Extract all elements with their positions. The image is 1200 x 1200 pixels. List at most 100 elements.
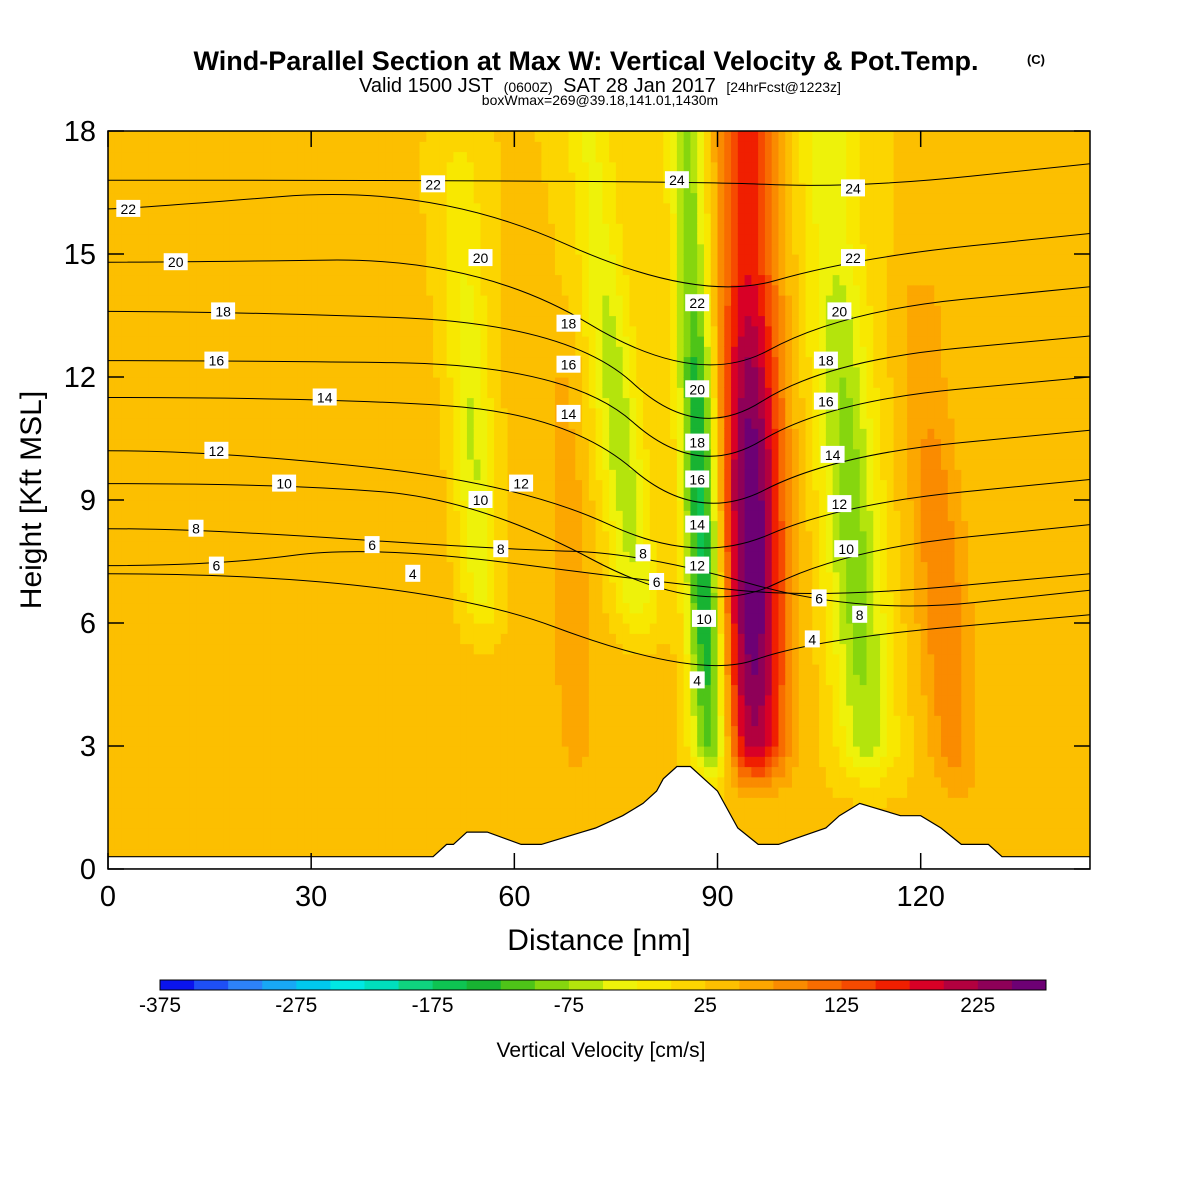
velocity-cell bbox=[270, 797, 278, 809]
velocity-cell bbox=[514, 602, 522, 614]
velocity-cell bbox=[250, 243, 258, 255]
velocity-cell bbox=[494, 715, 502, 727]
velocity-cell bbox=[405, 469, 414, 481]
velocity-cell bbox=[243, 305, 251, 317]
velocity-cell bbox=[439, 202, 448, 214]
velocity-cell bbox=[372, 213, 380, 224]
velocity-cell bbox=[568, 192, 576, 204]
velocity-cell bbox=[561, 161, 570, 173]
velocity-cell bbox=[304, 817, 312, 829]
velocity-cell bbox=[324, 735, 333, 747]
velocity-cell bbox=[290, 264, 299, 276]
velocity-cell bbox=[372, 161, 380, 173]
velocity-cell bbox=[494, 684, 502, 696]
velocity-cell bbox=[494, 592, 502, 604]
velocity-cell bbox=[189, 213, 197, 224]
velocity-cell bbox=[155, 284, 163, 296]
velocity-cell bbox=[121, 161, 129, 173]
velocity-cell bbox=[487, 233, 495, 245]
velocity-cell bbox=[446, 561, 454, 573]
velocity-cell bbox=[399, 746, 407, 757]
velocity-cell bbox=[446, 325, 454, 337]
velocity-cell bbox=[216, 787, 224, 798]
velocity-cell bbox=[256, 274, 265, 286]
velocity-cell bbox=[412, 602, 421, 614]
velocity-cell bbox=[196, 315, 204, 327]
velocity-cell bbox=[365, 571, 373, 583]
velocity-cell bbox=[439, 797, 448, 809]
velocity-cell bbox=[141, 274, 150, 286]
velocity-cell bbox=[351, 664, 360, 675]
velocity-cell bbox=[345, 756, 353, 768]
velocity-cell bbox=[561, 469, 570, 481]
velocity-cell bbox=[527, 725, 536, 737]
velocity-cell bbox=[466, 510, 475, 522]
velocity-cell bbox=[284, 684, 292, 696]
velocity-cell bbox=[284, 653, 292, 665]
velocity-cell bbox=[243, 459, 251, 470]
velocity-cell bbox=[270, 284, 278, 296]
velocity-cell bbox=[135, 346, 143, 358]
velocity-cell bbox=[351, 387, 360, 399]
velocity-cell bbox=[311, 213, 319, 224]
velocity-cell bbox=[575, 807, 583, 819]
velocity-cell bbox=[527, 202, 536, 214]
velocity-cell bbox=[263, 694, 272, 706]
velocity-cell bbox=[189, 705, 197, 716]
velocity-cell bbox=[466, 428, 475, 440]
velocity-cell bbox=[521, 735, 529, 747]
velocity-cell bbox=[426, 653, 434, 665]
velocity-cell bbox=[338, 746, 346, 757]
velocity-cell bbox=[358, 725, 366, 737]
velocity-cell bbox=[202, 407, 211, 419]
velocity-cell bbox=[331, 510, 339, 522]
velocity-cell bbox=[223, 274, 231, 286]
velocity-cell bbox=[202, 336, 211, 347]
velocity-cell bbox=[229, 653, 238, 665]
velocity-cell bbox=[148, 192, 156, 204]
velocity-cell bbox=[392, 817, 400, 829]
velocity-cell bbox=[575, 653, 583, 665]
velocity-cell bbox=[128, 479, 136, 491]
velocity-cell bbox=[256, 202, 265, 214]
velocity-cell bbox=[202, 131, 211, 142]
velocity-cell bbox=[148, 202, 156, 214]
velocity-cell bbox=[223, 387, 231, 399]
velocity-cell bbox=[548, 633, 556, 645]
velocity-cell bbox=[223, 612, 231, 624]
velocity-cell bbox=[297, 541, 305, 552]
velocity-cell bbox=[229, 746, 238, 757]
velocity-cell bbox=[494, 530, 502, 542]
velocity-cell bbox=[202, 213, 211, 224]
velocity-cell bbox=[460, 161, 468, 173]
velocity-cell bbox=[175, 828, 184, 839]
velocity-cell bbox=[473, 787, 482, 798]
velocity-cell bbox=[223, 541, 231, 552]
velocity-cell bbox=[250, 459, 258, 470]
velocity-cell bbox=[405, 172, 414, 183]
velocity-cell bbox=[317, 418, 326, 429]
velocity-cell bbox=[365, 161, 373, 173]
velocity-cell bbox=[500, 305, 509, 317]
velocity-cell bbox=[155, 541, 163, 552]
velocity-cell bbox=[256, 530, 265, 542]
velocity-cell bbox=[202, 141, 211, 153]
velocity-cell bbox=[162, 366, 170, 378]
velocity-cell bbox=[270, 274, 278, 286]
velocity-cell bbox=[473, 274, 482, 286]
velocity-cell bbox=[351, 705, 360, 716]
velocity-cell bbox=[554, 684, 563, 696]
velocity-cell bbox=[358, 694, 366, 706]
velocity-cell bbox=[202, 264, 211, 276]
velocity-cell bbox=[365, 407, 373, 419]
velocity-cell bbox=[338, 161, 346, 173]
velocity-cell bbox=[317, 448, 326, 460]
velocity-cell bbox=[168, 295, 177, 306]
velocity-cell bbox=[399, 694, 407, 706]
velocity-cell bbox=[229, 817, 238, 829]
velocity-cell bbox=[236, 705, 245, 716]
velocity-cell bbox=[202, 418, 211, 429]
velocity-cell bbox=[568, 223, 576, 235]
velocity-cell bbox=[284, 489, 292, 501]
velocity-cell bbox=[365, 397, 373, 409]
